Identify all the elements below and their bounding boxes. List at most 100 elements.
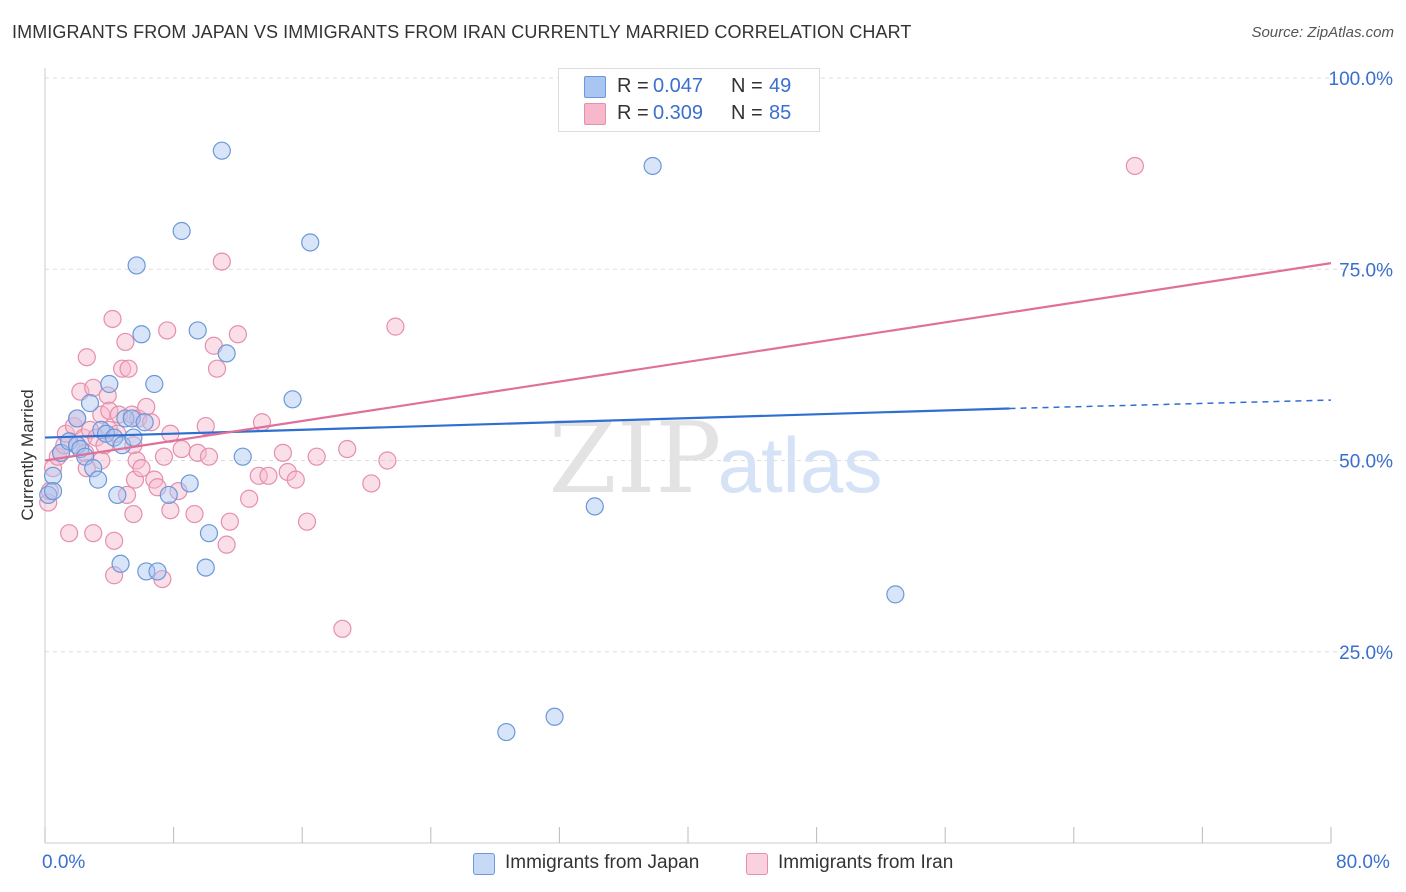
correlation-legend: R = 0.047 N = 49 R = 0.309 N = 85	[558, 68, 820, 132]
iran-point	[137, 397, 156, 417]
watermark: ZIP atlas	[549, 402, 883, 516]
iran-point	[1125, 156, 1144, 176]
iran-point	[220, 512, 239, 531]
iran-point	[84, 524, 103, 543]
iran-point	[378, 451, 397, 470]
iran-point	[286, 470, 305, 489]
japan-point	[88, 470, 108, 489]
axes	[44, 68, 1332, 844]
iran-point	[60, 524, 79, 543]
iran-point	[217, 535, 236, 554]
japan-point	[283, 390, 302, 409]
n-label: N =	[731, 75, 763, 97]
japan-point	[68, 409, 87, 428]
japan-point	[497, 722, 516, 742]
japan-point	[116, 409, 135, 428]
japan-point	[545, 707, 564, 726]
japan-point	[301, 233, 320, 252]
japan-r-value: 0.047	[653, 75, 704, 97]
iran-point	[39, 493, 58, 512]
y-tick-label: 25.0%	[1339, 643, 1393, 664]
iran-point	[338, 439, 357, 459]
japan-point	[43, 466, 63, 485]
iran-point	[259, 466, 278, 485]
iran-point	[249, 466, 268, 485]
iran-r-value: 0.309	[653, 102, 704, 124]
iran-legend-label: Immigrants from Iran	[778, 852, 954, 873]
japan-point	[135, 413, 154, 432]
series-legend: Immigrants from Japan Immigrants from Ir…	[0, 851, 1406, 879]
iran-trend-line	[44, 262, 1332, 462]
n-label: N =	[731, 102, 763, 124]
iran-point	[105, 566, 124, 585]
iran-point	[154, 447, 174, 466]
y-tick-label: 50.0%	[1339, 452, 1393, 473]
japan-n-value: 49	[769, 75, 792, 97]
x-tick-max: 80.0%	[1336, 852, 1390, 873]
chart-title: IMMIGRANTS FROM JAPAN VS IMMIGRANTS FROM…	[12, 22, 912, 42]
iran-point	[141, 413, 161, 432]
x-tick-min: 0.0%	[42, 852, 86, 873]
grid-lines	[45, 77, 1392, 653]
iran-point	[172, 439, 191, 459]
r-label: R =	[617, 75, 649, 97]
iran-point	[113, 359, 132, 378]
japan-point	[585, 497, 604, 516]
iran-point	[297, 512, 317, 531]
japan-point	[145, 374, 164, 394]
japan-point	[84, 459, 103, 478]
iran-point	[125, 470, 145, 489]
iran-point	[196, 416, 215, 436]
source-label: Source: ZipAtlas.com	[1251, 24, 1394, 41]
watermark-atlas: atlas	[718, 421, 883, 509]
japan-point	[212, 141, 231, 160]
iran-point	[307, 447, 326, 466]
japan-legend-swatch	[473, 853, 495, 875]
iran-point	[212, 252, 231, 271]
japan-point	[159, 485, 178, 505]
iran-point	[117, 485, 137, 505]
r-label: R =	[617, 102, 649, 124]
japan-point	[127, 256, 146, 275]
japan-point	[108, 485, 127, 505]
japan-point	[124, 428, 143, 447]
japan-point	[643, 156, 662, 176]
iran-point	[158, 321, 177, 340]
japan-point	[233, 447, 252, 466]
japan-swatch	[584, 76, 606, 98]
iran-legend-swatch	[746, 853, 768, 875]
iran-point	[273, 443, 293, 462]
japan-point	[43, 482, 63, 501]
iran-swatch	[584, 103, 606, 125]
iran-point	[124, 504, 143, 524]
iran-point	[98, 386, 117, 405]
iran-point	[228, 325, 247, 344]
japan-point	[148, 562, 167, 581]
y-tick-label: 100.0%	[1329, 69, 1394, 90]
iran-point	[185, 504, 204, 524]
iran-point	[240, 489, 259, 508]
iran-point	[386, 317, 405, 336]
iran-point	[199, 447, 219, 466]
iran-point	[362, 474, 381, 493]
japan-point	[180, 474, 199, 493]
japan-point	[132, 325, 151, 344]
japan-point	[199, 524, 219, 543]
japan-point	[188, 321, 207, 340]
y-tick-labels: 25.0% 50.0% 75.0% 100.0%	[1329, 69, 1394, 664]
iran-point	[116, 332, 135, 352]
iran-point	[188, 443, 207, 462]
japan-point	[886, 585, 905, 604]
iran-point	[161, 501, 180, 520]
iran-point	[333, 619, 352, 638]
japan-point	[111, 554, 130, 573]
iran-point	[100, 401, 119, 420]
trend-lines	[44, 262, 1332, 462]
japan-trend-extension	[1009, 399, 1332, 410]
japan-point	[217, 344, 236, 363]
japan-point	[80, 394, 100, 413]
japan-trend-line	[44, 407, 1010, 439]
japan-legend-label: Immigrants from Japan	[505, 852, 700, 873]
iran-point	[105, 531, 124, 550]
